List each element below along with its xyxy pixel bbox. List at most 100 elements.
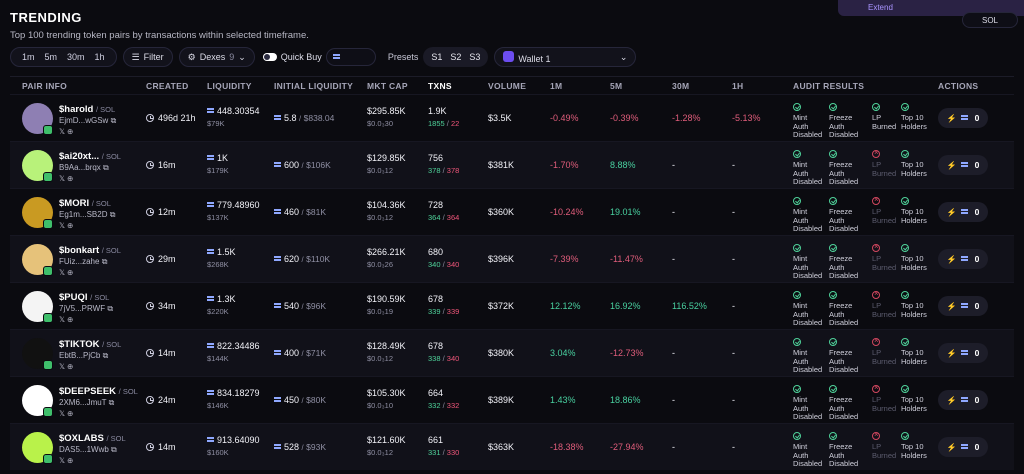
liquidity: 913.64090 $160K: [207, 435, 260, 457]
copy-icon[interactable]: ⧉: [108, 398, 115, 407]
table-row[interactable]: $TIKTOK / SOL EbtB...PjCb ⧉ 𝕏⊕ 14m 822.3…: [10, 329, 1014, 376]
liquidity-sol: 448.30354: [217, 106, 260, 116]
token-address[interactable]: EbtB...PjCb ⧉: [59, 351, 109, 360]
quick-buy-toggle[interactable]: [262, 53, 277, 61]
copy-icon[interactable]: ⧉: [109, 210, 116, 219]
table-row[interactable]: $DEEPSEEK / SOL 2XM6...JmuT ⧉ 𝕏⊕ 24m 834…: [10, 376, 1014, 423]
globe-icon[interactable]: ⊕: [67, 409, 76, 418]
token-name[interactable]: $MORI / SOL: [59, 198, 111, 209]
token-address[interactable]: 2XM6...JmuT ⧉: [59, 398, 115, 407]
quick-buy-button[interactable]: ⚡ 0: [938, 249, 988, 269]
col-volume[interactable]: VOLUME: [488, 80, 527, 91]
transactions: 1.9K 1855 / 22: [428, 106, 460, 128]
audit-top10-holders: Top 10 Holders: [901, 291, 931, 319]
token-name[interactable]: $bonkart / SOL: [59, 245, 121, 256]
globe-icon[interactable]: ⊕: [67, 315, 76, 324]
preset-s1[interactable]: S1: [431, 52, 443, 62]
liquidity: 1.5K $268K: [207, 247, 236, 269]
copy-icon[interactable]: ⧉: [110, 116, 117, 125]
col-txns[interactable]: TXNS: [428, 80, 452, 91]
check-circle-icon: [901, 338, 909, 346]
token-name[interactable]: $TIKTOK / SOL: [59, 339, 122, 350]
timeframe-5m[interactable]: 5m: [44, 52, 58, 62]
globe-icon[interactable]: ⊕: [67, 362, 76, 371]
globe-icon[interactable]: ⊕: [67, 174, 76, 183]
token-name[interactable]: $ai20xt... / SOL: [59, 151, 121, 162]
quick-buy-amount-input[interactable]: [325, 48, 376, 66]
mcap-value: $104.36K: [367, 200, 406, 210]
dexes-dropdown[interactable]: ⚙ Dexes 9 ⌄: [178, 47, 255, 67]
chevron-down-icon: ⌄: [238, 51, 246, 62]
col-1h[interactable]: 1H: [732, 80, 744, 91]
x-icon[interactable]: 𝕏: [59, 268, 68, 277]
quick-buy-button[interactable]: ⚡ 0: [938, 343, 988, 363]
table-row[interactable]: $harold / SOL EjmD...wGSw ⧉ 𝕏⊕ 496d 21h …: [10, 94, 1014, 141]
check-circle-icon: [793, 150, 801, 158]
page-title: TRENDING: [10, 10, 82, 25]
copy-icon[interactable]: ⧉: [101, 257, 108, 266]
quick-buy-button[interactable]: ⚡ 0: [938, 155, 988, 175]
preset-s2[interactable]: S2: [450, 52, 462, 62]
liquidity-sol: 834.18279: [217, 388, 260, 398]
x-icon[interactable]: 𝕏: [59, 221, 68, 230]
check-circle-icon: [793, 103, 801, 111]
token-name[interactable]: $OXLABS / SOL: [59, 433, 126, 444]
copy-icon[interactable]: ⧉: [102, 351, 109, 360]
filter-button[interactable]: ☰ Filter: [122, 47, 173, 67]
table-row[interactable]: $PUQI / SOL 7jV5...PRWF ⧉ 𝕏⊕ 34m 1.3K $2…: [10, 282, 1014, 329]
copy-icon[interactable]: ⧉: [111, 445, 117, 454]
market-cap: $105.30K $0.0₃10: [367, 388, 406, 410]
globe-icon[interactable]: ⊕: [67, 456, 76, 465]
token-address[interactable]: DAS5...1Wwb ⧉: [59, 445, 117, 454]
change-30m: 116.52%: [672, 301, 707, 311]
globe-icon[interactable]: ⊕: [67, 127, 76, 136]
check-circle-icon: [901, 197, 909, 205]
x-icon[interactable]: 𝕏: [59, 362, 68, 371]
quick-buy-button[interactable]: ⚡ 0: [938, 390, 988, 410]
x-circle-icon: [872, 196, 880, 205]
timeframe-1h[interactable]: 1h: [94, 52, 105, 62]
x-icon[interactable]: 𝕏: [59, 315, 68, 324]
copy-icon[interactable]: ⧉: [103, 163, 109, 172]
table-row[interactable]: $OXLABS / SOL DAS5...1Wwb ⧉ 𝕏⊕ 14m 913.6…: [10, 423, 1014, 470]
token-address[interactable]: 7jV5...PRWF ⧉: [59, 304, 114, 313]
token-name[interactable]: $PUQI / SOL: [59, 292, 110, 303]
preset-s3[interactable]: S3: [469, 52, 481, 62]
x-icon[interactable]: 𝕏: [59, 456, 68, 465]
token-address[interactable]: EjmD...wGSw ⧉: [59, 116, 117, 125]
x-icon[interactable]: 𝕏: [59, 127, 68, 136]
timeframe-1m[interactable]: 1m: [22, 52, 35, 62]
token-address[interactable]: B9Aa...brqx ⧉: [59, 163, 109, 172]
token-name[interactable]: $harold / SOL: [59, 104, 116, 115]
audit-top10-holders: Top 10 Holders: [901, 432, 931, 460]
col-5m[interactable]: 5M: [610, 80, 623, 91]
buys-count: 338: [428, 354, 441, 363]
quick-buy-button[interactable]: ⚡ 0: [938, 108, 988, 128]
token-address[interactable]: FUiz...zahe ⧉: [59, 257, 108, 266]
globe-icon[interactable]: ⊕: [67, 268, 76, 277]
timeframe-30m[interactable]: 30m: [67, 52, 85, 62]
col-mkt-cap[interactable]: MKT CAP: [367, 80, 408, 91]
buys-count: 364: [428, 213, 441, 222]
x-icon[interactable]: 𝕏: [59, 174, 68, 183]
table-row[interactable]: $bonkart / SOL FUiz...zahe ⧉ 𝕏⊕ 29m 1.5K…: [10, 235, 1014, 282]
copy-icon[interactable]: ⧉: [107, 304, 114, 313]
table-row[interactable]: $MORI / SOL Eg1m...SB2D ⧉ 𝕏⊕ 12m 779.489…: [10, 188, 1014, 235]
col-1m[interactable]: 1M: [550, 80, 563, 91]
currency-selector[interactable]: SOL: [962, 12, 1018, 28]
wallet-selector[interactable]: Wallet 1 ⌄: [494, 47, 637, 67]
x-icon[interactable]: 𝕏: [59, 409, 68, 418]
quick-buy-button[interactable]: ⚡ 0: [938, 296, 988, 316]
globe-icon[interactable]: ⊕: [67, 221, 76, 230]
token-name[interactable]: $DEEPSEEK / SOL: [59, 386, 138, 397]
col-30m[interactable]: 30M: [672, 80, 690, 91]
col-created[interactable]: CREATED: [146, 80, 189, 91]
audit-lp-burned: LP Burned: [872, 337, 898, 366]
token-address[interactable]: Eg1m...SB2D ⧉: [59, 210, 116, 219]
col-liquidity[interactable]: LIQUIDITY: [207, 80, 252, 91]
table-row[interactable]: $ai20xt... / SOL B9Aa...brqx ⧉ 𝕏⊕ 16m 1K…: [10, 141, 1014, 188]
col-initial-liquidity[interactable]: INITIAL LIQUIDITY: [274, 80, 354, 91]
quick-buy-button[interactable]: ⚡ 0: [938, 437, 988, 457]
quick-buy-button[interactable]: ⚡ 0: [938, 202, 988, 222]
change-1m: -1.70%: [550, 160, 579, 170]
